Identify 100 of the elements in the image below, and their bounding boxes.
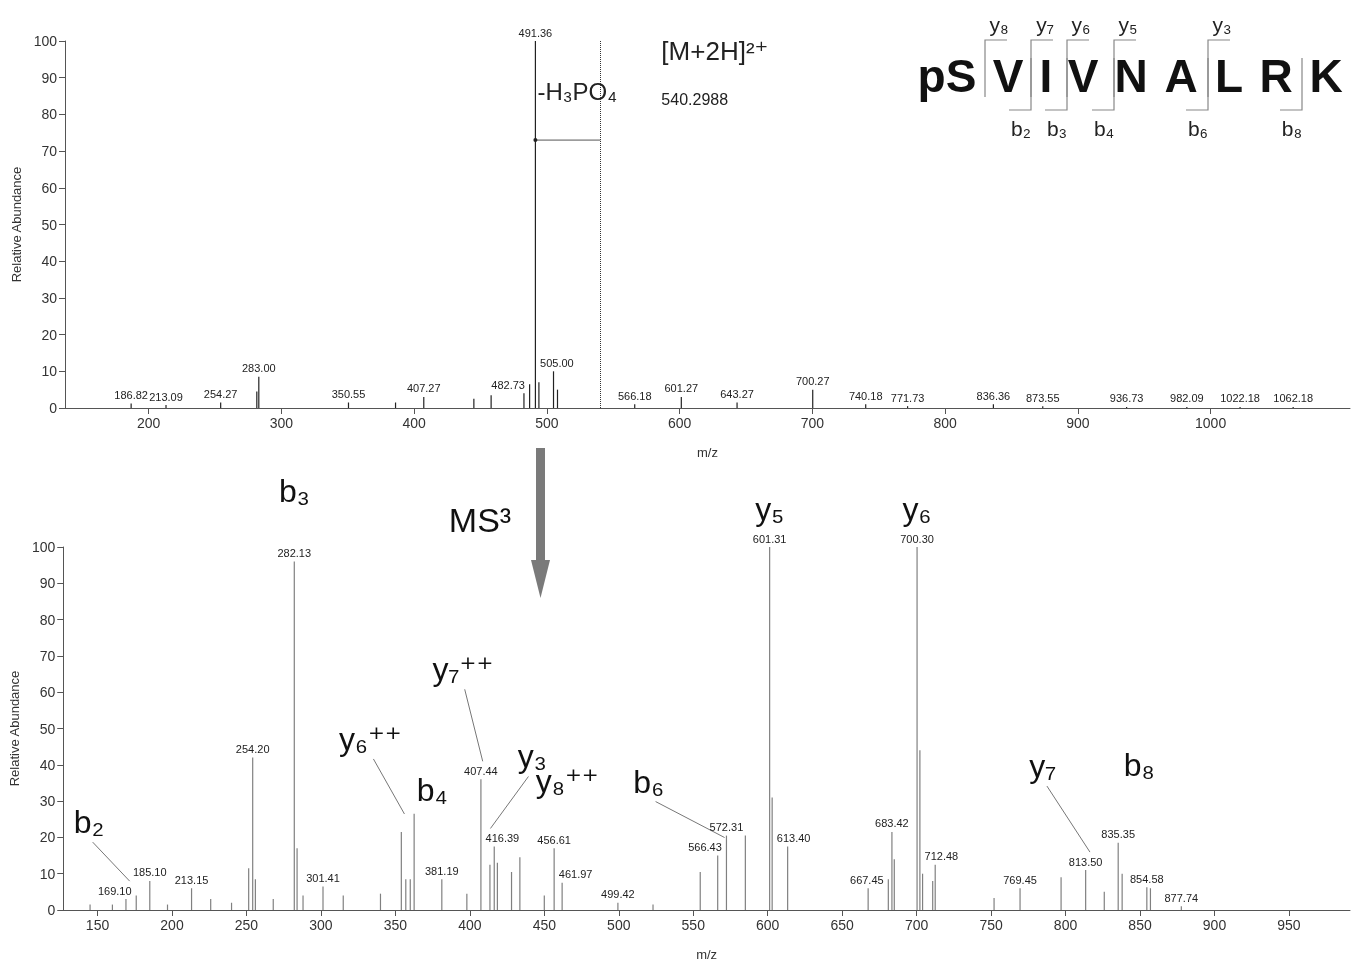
annotation: 813.50 (1068, 855, 1103, 868)
text: y₅ (1118, 12, 1138, 36)
x-tick-label: 500 (535, 415, 559, 431)
x-tick-label: 700 (800, 415, 825, 431)
x-tick-label: 950 (1277, 917, 1301, 933)
annotation: 499.42 (601, 888, 635, 901)
text: y₇ (1036, 12, 1054, 36)
annotation: 169.10 (97, 884, 132, 897)
y-axis-title: Relative Abundance (8, 166, 24, 283)
annotation: y₆ (902, 491, 932, 527)
x-tick-label: 750 (979, 917, 1003, 933)
annotation: 936.73 (1109, 392, 1144, 405)
ref-line-label: [M+2H]²⁺ 540.2988 (661, 36, 769, 108)
annotation: 572.31 (709, 821, 744, 834)
y-tick-label: 70 (39, 647, 56, 664)
y-tick-label: 80 (39, 611, 56, 628)
x-tick-label: 1000 (1195, 415, 1227, 431)
annotation: 601.31 (752, 532, 787, 545)
annotation: b₂ (1011, 116, 1031, 140)
annotation: 877.74 (1164, 891, 1199, 904)
y-tick-label: 10 (39, 865, 56, 882)
annotation: 1062.18 (1273, 392, 1314, 405)
annotation: 643.27 (720, 387, 754, 400)
annotation: y₆⁺⁺ (338, 720, 402, 757)
annotation: 301.41 (306, 871, 340, 884)
annotation: -H₃PO₄ (537, 77, 617, 105)
annotation: 601.27 (664, 382, 699, 395)
text: MS³ (448, 501, 512, 539)
y-tick-label: 80 (41, 106, 58, 123)
y-tick-label: 0 (49, 400, 58, 416)
y-tick-label: 20 (41, 326, 58, 343)
annotation: 835.35 (1101, 828, 1136, 841)
x-tick-label: 400 (402, 415, 427, 431)
annotation: 185.10 (132, 866, 167, 879)
annotation: 350.55 (331, 387, 366, 400)
y-tick-label: 30 (41, 289, 58, 306)
x-tick-label: 900 (1066, 415, 1090, 431)
annotation: b₆ (633, 763, 665, 800)
annotation: b₆ (1187, 116, 1209, 140)
x-tick-label: 150 (85, 917, 110, 933)
x-tick-label: 700 (904, 917, 929, 933)
annotation: 667.45 (850, 873, 884, 886)
y-tick-label: 50 (41, 216, 58, 233)
annotation: 566.43 (688, 841, 722, 854)
annotation: b₄ (1093, 116, 1115, 140)
y-axis-title: Relative Abundance (7, 670, 22, 787)
annotation: 700.27 (795, 375, 830, 388)
y-tick-label: 90 (41, 69, 58, 86)
annotation: b₈ (1281, 116, 1303, 140)
x-tick-label: 250 (234, 917, 259, 933)
annotation: b₃ (278, 472, 310, 509)
annotation: y₇⁺⁺ (432, 651, 494, 688)
annotation: 740.18 (848, 389, 883, 402)
x-tick-label: 200 (136, 415, 161, 431)
y-tick-label: 50 (39, 720, 56, 737)
annotation: 416.39 (485, 831, 520, 844)
annotation: 769.45 (1003, 873, 1037, 886)
annotation: 407.27 (406, 382, 441, 395)
x-tick-label: 800 (933, 415, 958, 431)
x-tick-label: 600 (756, 917, 780, 933)
y-tick-label: 40 (39, 756, 56, 773)
annotation: 712.48 (924, 850, 959, 863)
annotation: 186.82 (114, 389, 148, 402)
text: y₆ (1071, 12, 1091, 36)
annotation: 505.00 (540, 356, 574, 369)
annotation: 254.20 (235, 743, 270, 756)
annotation: 213.15 (174, 873, 209, 886)
annotation: y₅ (755, 491, 785, 527)
y-tick-label: 0 (47, 902, 56, 918)
y-tick-label: 60 (39, 684, 56, 701)
x-tick-label: 300 (309, 917, 333, 933)
annotation: 213.09 (149, 390, 183, 403)
text: y₈ (989, 12, 1009, 36)
y-tick-label: 100 (33, 33, 58, 49)
annotation: 836.36 (976, 389, 1011, 402)
annotation: 982.09 (1170, 392, 1204, 405)
text: pS V I V N A L R K (917, 50, 1343, 102)
x-tick-label: 600 (667, 415, 692, 431)
x-tick-label: 800 (1053, 917, 1078, 933)
x-tick-label: 400 (458, 917, 482, 933)
annotation: 566.18 (617, 389, 652, 402)
x-axis-title: m/z (696, 947, 718, 962)
y-tick-label: 10 (41, 363, 58, 380)
text: y₃ (1212, 12, 1232, 36)
x-tick-label: 900 (1202, 917, 1227, 933)
x-tick-label: 300 (269, 415, 294, 431)
x-tick-label: 550 (681, 917, 706, 933)
y-tick-label: 30 (39, 793, 56, 810)
annotation: 771.73 (890, 391, 925, 404)
annotation: 456.61 (537, 833, 571, 846)
annotation: b₈ (1123, 746, 1155, 783)
annotation: 491.36 (518, 26, 553, 39)
annotation: 282.13 (277, 547, 312, 560)
annotation: b₂ (73, 804, 105, 841)
annotation: 482.73 (491, 378, 525, 391)
annotation: 461.97 (558, 868, 593, 881)
annotation: 1022.18 (1220, 392, 1260, 405)
annotation: 854.58 (1130, 872, 1164, 885)
y-tick-label: 70 (41, 143, 58, 160)
y-tick-label: 40 (41, 253, 58, 270)
